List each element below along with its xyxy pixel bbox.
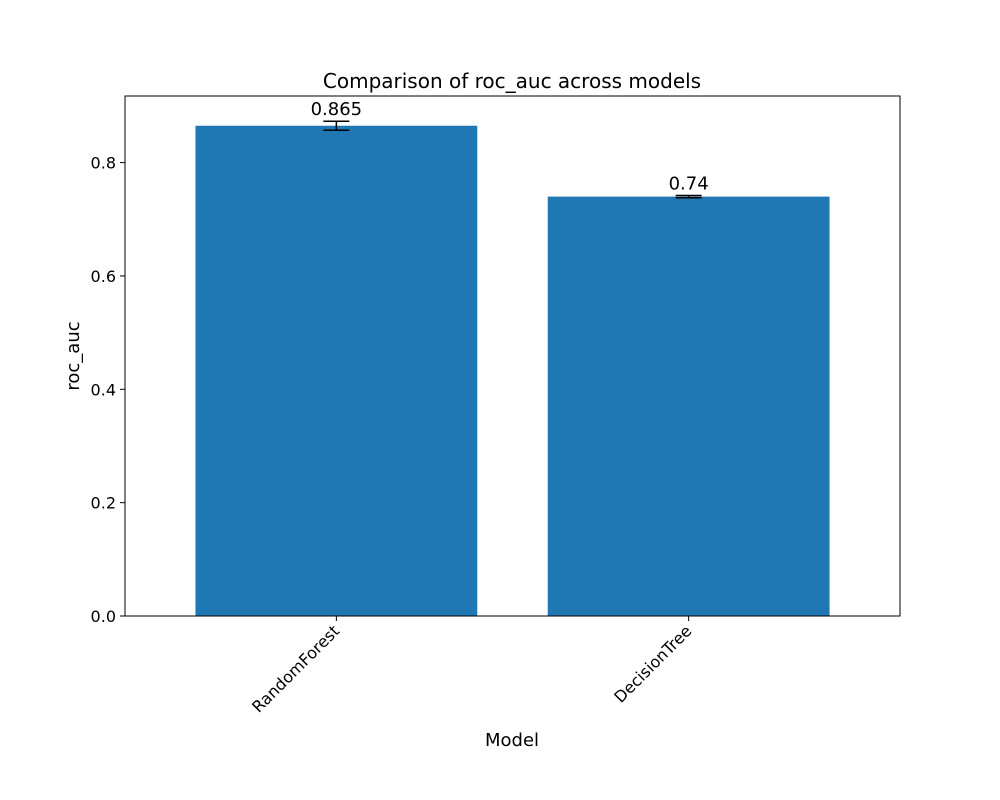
x-tick-label-randomforest: RandomForest bbox=[248, 621, 343, 716]
x-axis-label: Model bbox=[485, 730, 539, 751]
y-axis-label: roc_auc bbox=[63, 321, 84, 390]
y-axis-ticks: 0.0 0.2 0.4 0.6 0.8 bbox=[91, 154, 125, 626]
error-bars-group bbox=[323, 120, 702, 199]
plot-frame bbox=[124, 95, 901, 617]
data-labels-group: 0.865 0.74 bbox=[311, 99, 709, 194]
y-tick-label: 0.4 bbox=[91, 380, 116, 399]
bars-group bbox=[195, 125, 830, 617]
chart-title: Comparison of roc_auc across models bbox=[323, 69, 701, 93]
data-label-decisiontree: 0.74 bbox=[669, 173, 709, 194]
y-tick-label: 0.6 bbox=[91, 267, 116, 286]
x-tick-label-decisiontree: DecisionTree bbox=[610, 621, 695, 706]
bar-randomforest bbox=[195, 125, 478, 617]
bar-decisiontree bbox=[547, 196, 830, 616]
y-tick-label: 0.0 bbox=[91, 607, 116, 626]
data-label-randomforest: 0.865 bbox=[311, 99, 363, 120]
x-axis-ticks: RandomForest DecisionTree bbox=[248, 616, 695, 716]
y-tick-label: 0.8 bbox=[91, 154, 116, 173]
y-tick-label: 0.2 bbox=[91, 494, 116, 513]
